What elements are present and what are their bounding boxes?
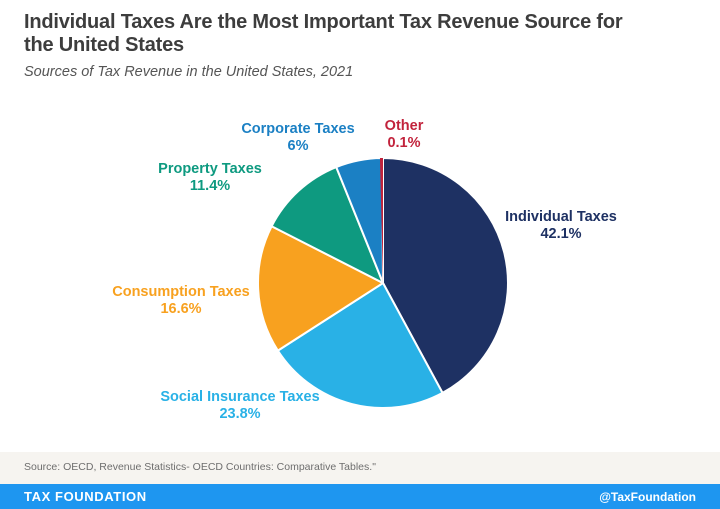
- source-note: Source: OECD, Revenue Statistics- OECD C…: [24, 461, 376, 473]
- pie-label-consumption-taxes: Consumption Taxes 16.6%: [112, 284, 250, 318]
- pie-label-value: 11.4%: [189, 178, 231, 194]
- pie-label-name: Individual Taxes: [505, 209, 617, 225]
- page-title: Individual Taxes Are the Most Important …: [24, 11, 623, 56]
- pie-label-value: 23.8%: [219, 406, 261, 422]
- pie-slice-individual-taxes: [382, 157, 509, 394]
- pie-label-name: Other: [384, 118, 424, 134]
- pie-label-name: Social Insurance Taxes: [160, 389, 320, 405]
- source-strip: Source: OECD, Revenue Statistics- OECD C…: [0, 452, 720, 484]
- chart-subtitle: Sources of Tax Revenue in the United Sta…: [24, 64, 354, 80]
- pie-label-value: 42.1%: [540, 226, 582, 242]
- pie-label-property-taxes: Property Taxes 11.4%: [158, 161, 262, 195]
- pie-label-name: Consumption Taxes: [112, 284, 250, 300]
- pie-slice-consumption-taxes: [257, 225, 384, 352]
- twitter-handle: @TaxFoundation: [599, 489, 696, 504]
- pie-slice-property-taxes: [270, 166, 384, 284]
- pie-label-individual-taxes: Individual Taxes 42.1%: [505, 209, 617, 243]
- pie-label-value: 6%: [287, 138, 309, 154]
- pie-label-name: Property Taxes: [158, 161, 262, 177]
- pie-slice-social-insurance-taxes: [276, 282, 444, 409]
- pie-slice-corporate-taxes: [335, 157, 384, 284]
- pie-label-value: 16.6%: [160, 301, 202, 317]
- pie-label-corporate-taxes: Corporate Taxes 6%: [241, 121, 354, 155]
- pie-slice-other: [379, 158, 383, 283]
- pie-label-social-insurance-taxes: Social Insurance Taxes 23.8%: [160, 389, 319, 423]
- pie-label-name: Corporate Taxes: [241, 121, 355, 137]
- pie-label-value: 0.1%: [387, 135, 421, 151]
- footer-bar: TAX FOUNDATION @TaxFoundation: [0, 484, 720, 509]
- brand-name: TAX FOUNDATION: [24, 489, 147, 504]
- pie-chart: [257, 157, 509, 409]
- pie-label-other: Other 0.1%: [385, 118, 424, 152]
